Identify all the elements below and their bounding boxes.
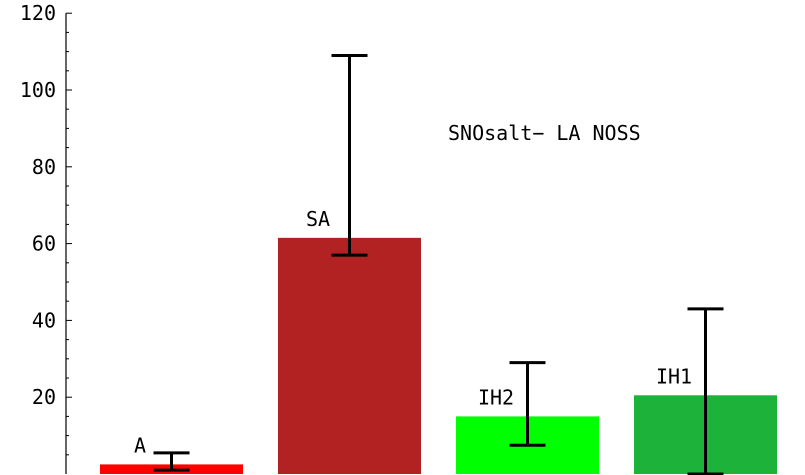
y-tick-label: 120 — [20, 1, 56, 25]
y-tick-label: 60 — [32, 232, 56, 256]
y-tick-label: 40 — [32, 308, 56, 332]
bar-label: IH2 — [478, 385, 514, 409]
y-tick-label: 20 — [32, 385, 56, 409]
bar-labels-group: A SA IH2 IH1 — [134, 207, 692, 458]
y-tick-label: 100 — [20, 78, 56, 102]
bar-label: IH1 — [656, 364, 692, 388]
bar-label: A — [134, 433, 146, 457]
chart-annotation: SNOsalt− LA NOSS — [448, 121, 641, 145]
error-bars-group — [153, 53, 724, 475]
y-axis: 20 40 60 80 100 120 — [20, 1, 72, 474]
bars-group — [100, 237, 777, 474]
bar-sa — [278, 237, 421, 474]
y-tick-label: 80 — [32, 155, 56, 179]
bar-label: SA — [306, 207, 330, 231]
